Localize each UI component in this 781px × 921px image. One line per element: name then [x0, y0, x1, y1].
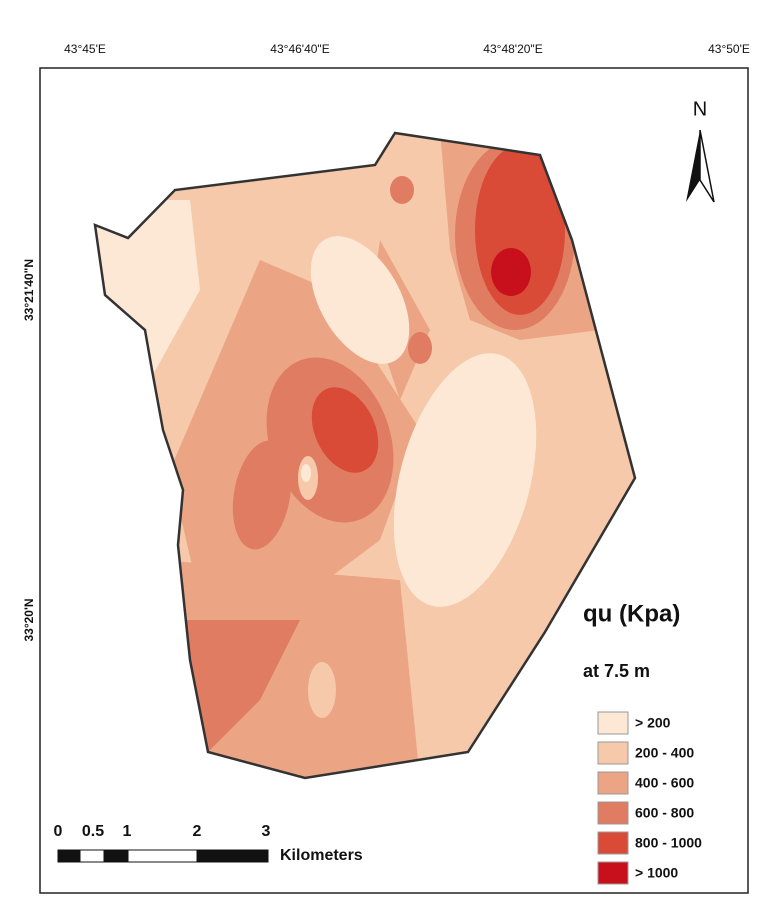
north-label: N [693, 98, 707, 120]
legend-swatch [597, 801, 629, 825]
legend-label: > 1000 [635, 865, 678, 881]
map-frame [39, 67, 749, 894]
scale-label: 3 [262, 823, 271, 840]
zone [308, 662, 336, 718]
x-coordinate: 43°50'E [708, 42, 750, 56]
legend-swatch [597, 861, 629, 885]
legend-label: 200 - 400 [635, 745, 694, 761]
zone [390, 176, 414, 204]
legend-title: qu (Kpa) [583, 600, 680, 627]
zone [310, 236, 410, 364]
y-coordinate: 33°21'40"N [22, 259, 36, 321]
legend-label: 800 - 1000 [635, 835, 702, 851]
zone [408, 332, 432, 364]
scale-label: 1 [123, 823, 132, 840]
zone [232, 440, 292, 550]
zone [301, 464, 311, 482]
legend-swatch [597, 771, 629, 795]
legend-swatch [597, 711, 629, 735]
legend-subtitle: at 7.5 m [583, 661, 650, 681]
x-coordinate: 43°45'E [64, 42, 106, 56]
scale-bar: Kilometers [57, 847, 363, 864]
x-coordinate: 43°46'40"E [270, 42, 329, 56]
legend-swatch [597, 741, 629, 765]
legend-label: > 200 [635, 715, 671, 731]
legend-label: 400 - 600 [635, 775, 694, 791]
legend-label: 600 - 800 [635, 805, 694, 821]
scale-label: 2 [193, 823, 202, 840]
legend-swatch [597, 831, 629, 855]
zone [311, 387, 379, 473]
y-coordinate: 33°20'N [22, 598, 36, 641]
study-boundary [93, 131, 637, 780]
scale-label: 0.5 [82, 823, 104, 840]
legend: > 200 200 - 400 400 - 600 600 - 800 800 - 10… [597, 711, 702, 885]
north-arrow: N [686, 98, 715, 203]
x-coordinate: 43°48'20"E [483, 42, 542, 56]
zone [491, 248, 531, 296]
scale-labels: 0 0.5 1 2 3 [54, 823, 271, 840]
zone [393, 353, 537, 607]
scale-label: 0 [54, 823, 63, 840]
scale-unit: Kilometers [280, 847, 363, 864]
